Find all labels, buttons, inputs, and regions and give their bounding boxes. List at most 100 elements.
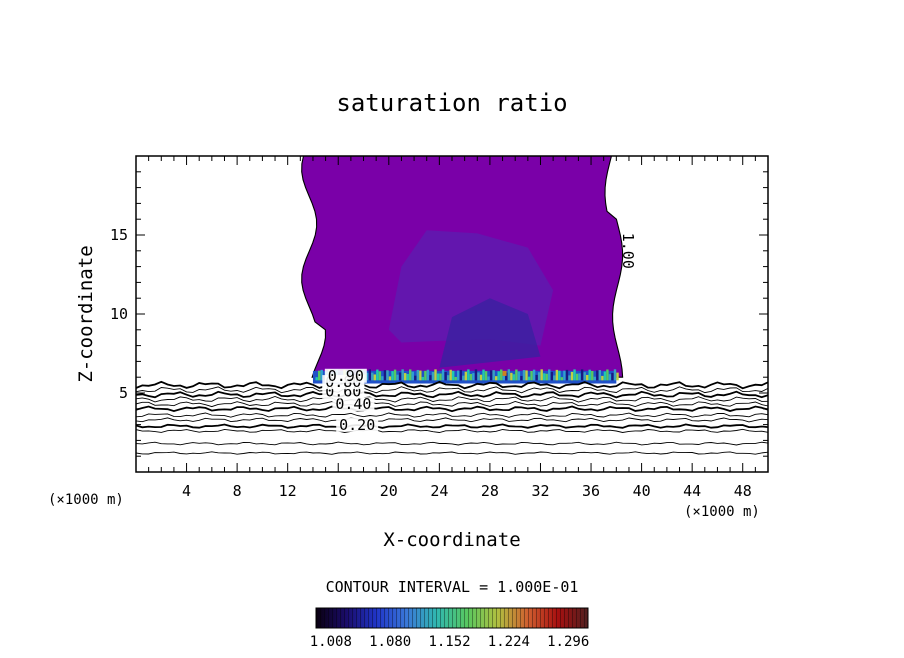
band-cell: [505, 372, 508, 381]
band-cell: [403, 373, 407, 381]
band-cell: [383, 370, 387, 381]
band-cell: [464, 371, 468, 381]
band-cell: [381, 376, 384, 381]
band-cell: [444, 372, 447, 381]
band-cell: [373, 374, 377, 381]
contour-labels: 0.200.400.600.800.901.00: [322, 233, 637, 434]
band-cell: [393, 369, 397, 381]
band-cell: [467, 369, 470, 381]
band-cell: [583, 372, 586, 381]
band-cell: [431, 372, 435, 381]
x-unit-left: (×1000 m): [48, 492, 124, 508]
band-cell: [419, 370, 422, 381]
x-tick-label: 4: [182, 482, 191, 500]
y-axis-label: Z-coordinate: [75, 245, 97, 382]
contour-label: 0.40: [335, 395, 371, 413]
band-cell: [378, 371, 382, 381]
band-cell: [558, 370, 561, 381]
band-cell: [454, 376, 457, 381]
contour-line: [136, 405, 768, 413]
band-cell: [416, 369, 420, 381]
colorbar-ticks: 1.008 1.080 1.152 1.224 1.296: [310, 634, 590, 650]
band-cell: [411, 371, 414, 381]
y-tick-label: 15: [110, 226, 128, 244]
colorbar-tick-label: 1.080: [369, 634, 411, 650]
band-cell: [560, 377, 564, 381]
contour-label: 1.00: [619, 233, 637, 269]
band-cell: [578, 373, 581, 381]
band-cell: [537, 372, 541, 381]
band-cell: [386, 370, 389, 381]
colorbar-tick-label: 1.296: [547, 634, 589, 650]
band-cell: [315, 377, 318, 381]
band-cell: [429, 375, 432, 381]
contour-line: [136, 380, 768, 390]
contour-line: [136, 441, 768, 446]
colorbar-tick-label: 1.152: [428, 634, 470, 650]
band-cell: [469, 373, 473, 381]
band-cell: [459, 369, 462, 381]
band-cell: [477, 372, 480, 381]
band-cell: [502, 374, 505, 381]
band-cell: [446, 375, 450, 381]
contour-interval-note: CONTOUR INTERVAL = 1.000E-01: [326, 578, 579, 596]
band-cell: [449, 369, 452, 381]
colorbar-frame: [315, 607, 589, 629]
band-cell: [608, 374, 612, 381]
band-cell: [570, 371, 574, 381]
band-cell: [535, 374, 538, 381]
x-tick-label: 44: [683, 482, 701, 500]
band-cell: [441, 369, 445, 381]
saturation-field: [301, 156, 624, 384]
band-cell: [497, 371, 500, 381]
colorbar: [315, 607, 589, 629]
band-cell: [555, 369, 559, 381]
band-cell: [414, 375, 417, 381]
band-cell: [548, 369, 551, 381]
band-cell: [565, 369, 569, 381]
band-cell: [527, 376, 531, 381]
x-unit-right: (×1000 m): [684, 504, 760, 520]
x-tick-label: 24: [430, 482, 448, 500]
band-cell: [376, 369, 379, 381]
contour-line: [136, 396, 768, 403]
band-cell: [532, 369, 536, 381]
band-cell: [368, 369, 371, 381]
band-cell: [591, 370, 594, 381]
contour-line: [136, 417, 768, 423]
band-cell: [603, 371, 607, 381]
y-tick-label: 10: [110, 305, 128, 323]
band-cell: [515, 369, 518, 381]
band-cell: [391, 371, 394, 381]
band-cell: [540, 369, 543, 381]
band-cell: [573, 369, 576, 381]
band-cell: [601, 375, 604, 381]
band-cell: [462, 375, 465, 381]
contour-label-bg: [332, 397, 375, 412]
contour-line: [136, 451, 768, 455]
contour-label-bg: [336, 417, 379, 432]
contour-line: [136, 390, 768, 399]
band-cell: [487, 376, 490, 381]
band-cell: [406, 373, 409, 381]
band-cell: [525, 370, 528, 381]
contour-lines: [136, 380, 768, 455]
band-cell: [522, 370, 526, 381]
cloud-inner-core: [439, 298, 541, 368]
y-axis: 5 10 15: [110, 171, 768, 457]
contour-line: [136, 401, 768, 408]
x-tick-label: 28: [481, 482, 499, 500]
x-tick-label: 8: [233, 482, 242, 500]
band-cell: [553, 375, 556, 381]
colorbar-tick-label: 1.224: [488, 634, 530, 650]
band-cell: [543, 373, 546, 381]
x-tick-label: 16: [329, 482, 347, 500]
band-cell: [482, 369, 485, 381]
chart-title: saturation ratio: [336, 89, 567, 117]
band-cell: [366, 372, 369, 381]
band-cell: [568, 375, 571, 381]
band-cell: [434, 369, 437, 381]
band-cell: [457, 370, 460, 381]
band-cell: [320, 369, 323, 381]
